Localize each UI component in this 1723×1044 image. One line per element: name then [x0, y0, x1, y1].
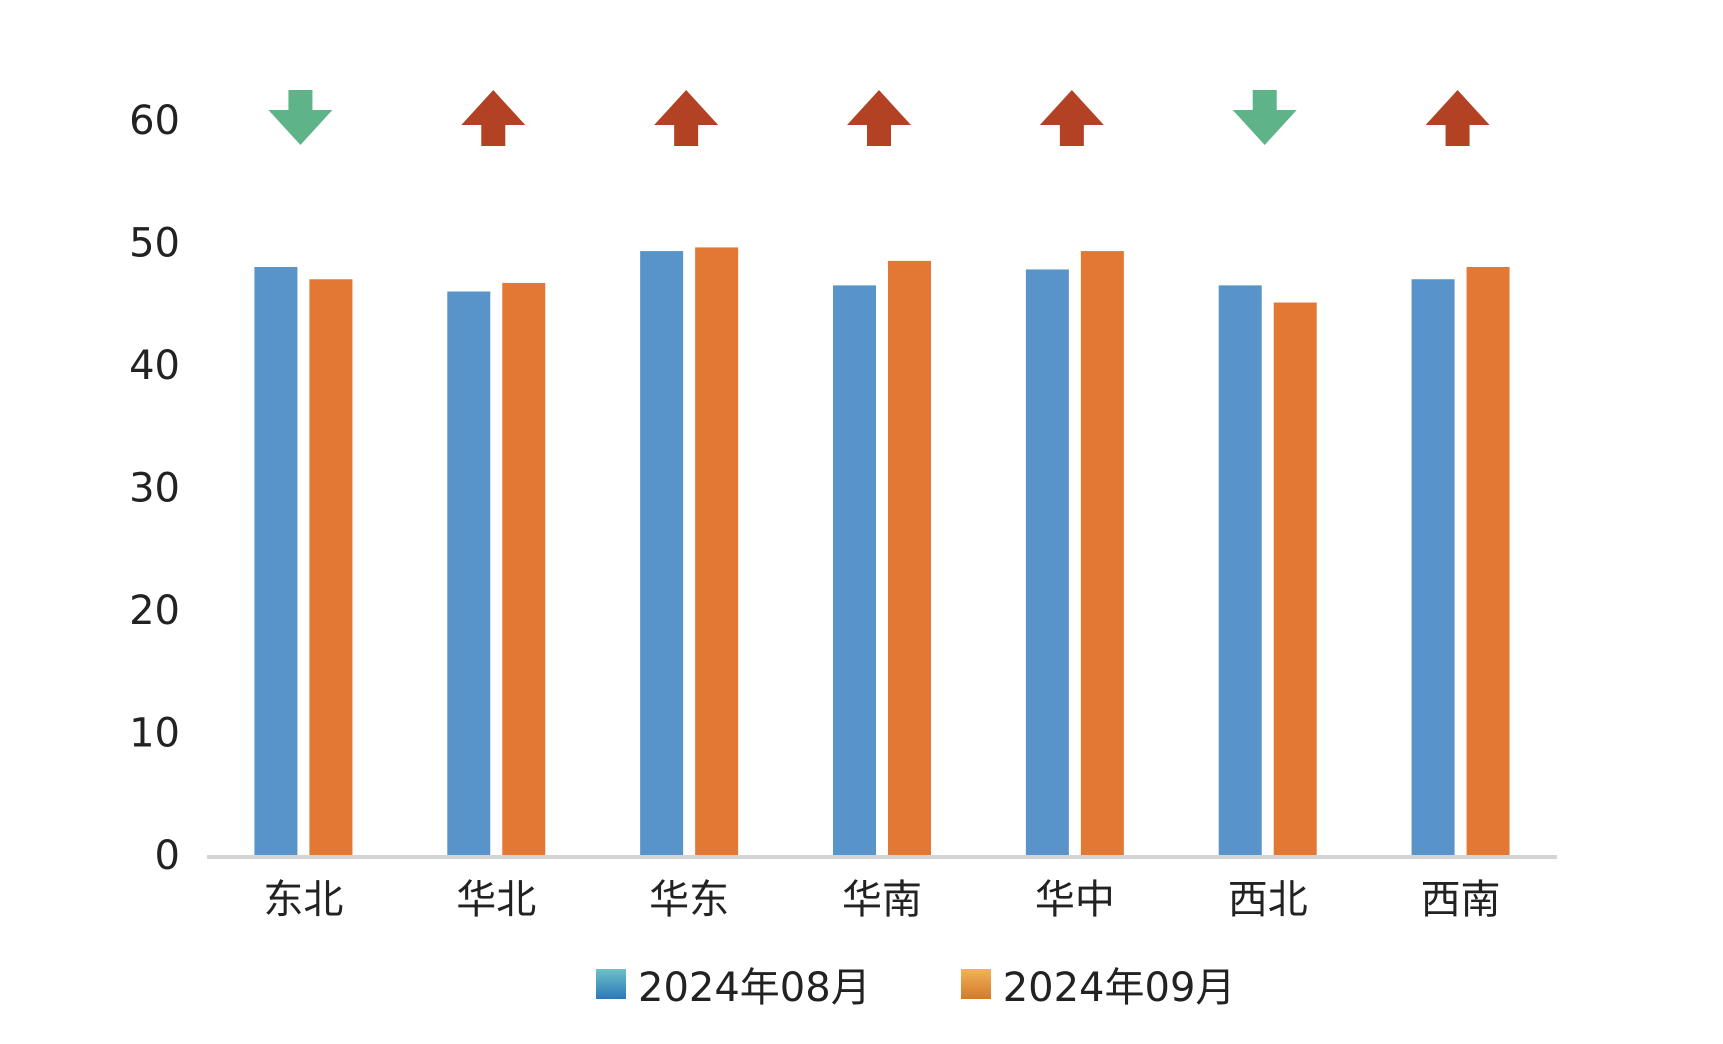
arrow-up-icon [847, 90, 911, 146]
bar-sep [1080, 251, 1124, 855]
y-tick-label: 60 [129, 98, 180, 144]
bar-sep [502, 282, 546, 855]
arrow-up-icon [1039, 90, 1104, 146]
bar-aug [447, 291, 491, 855]
x-category-label: 华东 [649, 877, 729, 923]
arrow-down-icon [268, 90, 333, 145]
bar-sep [309, 279, 353, 855]
legend: 2024年08月 2024年09月 [596, 955, 1235, 1013]
y-tick-label: 40 [129, 343, 180, 389]
legend-label-sep: 2024年09月 [1002, 965, 1236, 1011]
trend-markers [268, 90, 1490, 146]
y-tick-label: 0 [155, 833, 180, 879]
bar-aug [254, 267, 298, 855]
x-category-label: 东北 [263, 877, 343, 923]
x-category-label: 华南 [842, 877, 922, 923]
bar-aug [640, 251, 684, 855]
y-tick-label: 20 [129, 588, 180, 634]
legend-swatch-aug [596, 969, 626, 999]
bar-sep [1273, 302, 1317, 855]
y-tick-label: 50 [129, 221, 180, 267]
bar-aug [1411, 279, 1455, 855]
x-category-label: 华北 [456, 877, 536, 923]
x-category-label: 西北 [1228, 877, 1308, 923]
arrow-up-icon [654, 90, 719, 146]
legend-item-aug: 2024年08月 [596, 955, 871, 1013]
legend-label-aug: 2024年08月 [638, 965, 871, 1011]
y-axis-ticks: 0 10 20 30 40 50 60 [129, 98, 180, 879]
x-category-label: 华中 [1035, 877, 1115, 923]
bar-aug [1218, 285, 1262, 855]
legend-item-sep: 2024年09月 [960, 955, 1236, 1013]
bar-sep [1466, 267, 1510, 855]
x-category-label: 西南 [1421, 877, 1501, 923]
x-axis-category-labels: 东北 华北 华东 华南 华中 西北 西南 [263, 877, 1500, 923]
arrow-up-icon [461, 90, 526, 146]
y-tick-label: 10 [129, 711, 180, 757]
bar-sep [888, 260, 931, 855]
bar-aug [833, 285, 876, 855]
bar-aug [1025, 269, 1069, 855]
y-tick-label: 30 [129, 466, 180, 512]
legend-swatch-sep [960, 969, 991, 999]
arrow-up-icon [1425, 90, 1490, 146]
arrow-down-icon [1232, 90, 1297, 145]
bar-series [254, 247, 1510, 855]
bar-sep [695, 247, 739, 855]
